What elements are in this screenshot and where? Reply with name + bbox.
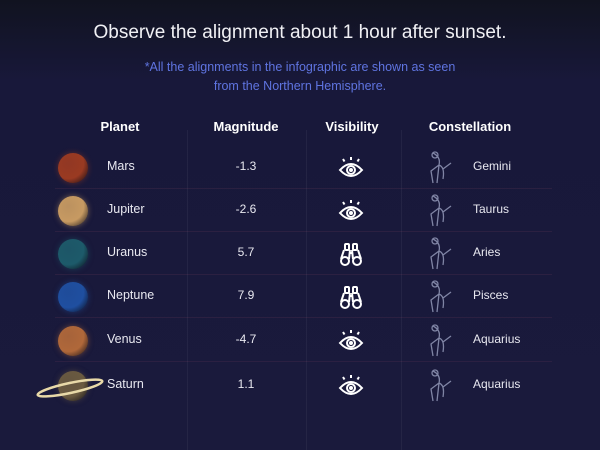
eye-icon	[337, 328, 365, 354]
planet-image	[58, 153, 88, 183]
planet-name: Uranus	[107, 245, 148, 259]
column-divider	[306, 130, 307, 450]
constellation-name: Aquarius	[473, 377, 521, 391]
binoculars-icon	[337, 284, 365, 310]
header-visibility: Visibility	[325, 119, 379, 134]
subtitle-line-1: *All the alignments in the infographic a…	[144, 60, 456, 74]
magnitude-value: -2.6	[235, 202, 257, 216]
constellation-figure-icon	[421, 367, 459, 405]
magnitude-value: 5.7	[237, 245, 255, 259]
constellation-figure-icon	[421, 278, 459, 316]
planet-image	[58, 371, 88, 401]
table-row: Venus -4.7 Aquarius	[55, 319, 552, 362]
row-divider	[55, 361, 552, 362]
header-planet: Planet	[100, 119, 140, 134]
eye-icon	[337, 155, 365, 181]
magnitude-value: -1.3	[235, 159, 257, 173]
planet-name: Saturn	[107, 377, 144, 391]
planet-image	[58, 282, 88, 312]
column-divider	[187, 130, 188, 450]
table-row: Saturn 1.1 Aquarius	[36, 364, 552, 407]
constellation-name: Pisces	[473, 288, 509, 302]
page-title: Observe the alignment about 1 hour after…	[93, 22, 507, 43]
planet-name: Neptune	[107, 288, 155, 302]
row-divider	[55, 317, 552, 318]
table-row: Jupiter -2.6 Taurus	[55, 189, 552, 232]
constellation-name: Aquarius	[473, 332, 521, 346]
constellation-name: Aries	[473, 245, 501, 259]
table-row: Neptune 7.9 Pisces	[55, 275, 552, 318]
constellation-figure-icon	[421, 192, 459, 230]
constellation-figure-icon	[421, 149, 459, 187]
header-magnitude: Magnitude	[213, 119, 279, 134]
planet-name: Jupiter	[107, 202, 145, 216]
row-divider	[55, 274, 552, 275]
planet-name: Mars	[107, 159, 135, 173]
magnitude-value: 7.9	[237, 288, 255, 302]
constellation-figure-icon	[421, 322, 459, 360]
magnitude-value: -4.7	[235, 332, 257, 346]
header-constellation: Constellation	[428, 119, 512, 134]
subtitle-line-2: from the Northern Hemisphere.	[213, 79, 387, 93]
planet-image	[58, 239, 88, 269]
magnitude-value: 1.1	[237, 377, 255, 391]
row-divider	[55, 188, 552, 189]
column-divider	[401, 130, 402, 450]
eye-icon	[337, 373, 365, 399]
planet-image	[58, 196, 88, 226]
planet-image	[58, 326, 88, 356]
eye-icon	[337, 198, 365, 224]
binoculars-icon	[337, 241, 365, 267]
subtitle-note: *All the alignments in the infographic a…	[0, 58, 600, 96]
constellation-figure-icon	[421, 235, 459, 273]
planet-name: Venus	[107, 332, 142, 346]
table-row: Mars -1.3 Gemini	[55, 146, 552, 189]
table-row: Uranus 5.7 Aries	[55, 232, 552, 275]
constellation-name: Gemini	[473, 159, 512, 173]
saturn-ring-icon	[36, 378, 104, 398]
constellation-name: Taurus	[473, 202, 510, 216]
row-divider	[55, 231, 552, 232]
